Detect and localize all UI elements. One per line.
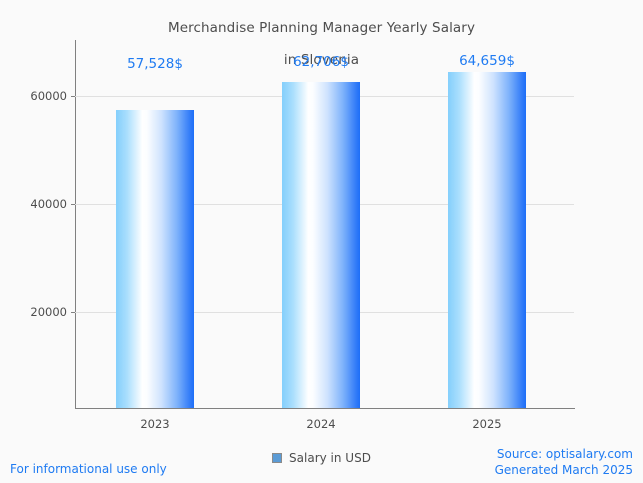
x-axis-line (75, 408, 575, 409)
x-tick-label-2024: 2024 (306, 417, 336, 431)
source-text: Source: optisalary.com (496, 447, 633, 461)
legend-swatch-icon (272, 453, 283, 463)
chart-title-line-2: in Slovenia (283, 52, 360, 68)
legend-label-salary: Salary in USD (289, 451, 371, 465)
bar-2024[interactable] (282, 82, 360, 408)
tick-mark-60000 (71, 96, 75, 97)
chart-title: Merchandise Planning Manager Yearly Sala… (0, 4, 643, 84)
y-tick-label-20000: 20000 (30, 305, 67, 319)
tick-mark-20000 (71, 312, 75, 313)
plot-area: 20000 40000 60000 (30, 40, 574, 408)
y-tick-label-40000: 40000 (30, 197, 67, 211)
chart-legend: Salary in USD (0, 452, 643, 464)
bar-2023[interactable] (116, 110, 194, 408)
x-tick-label-2023: 2023 (140, 417, 170, 431)
x-tick-label-2025: 2025 (472, 417, 502, 431)
y-tick-label-60000: 60000 (30, 89, 67, 103)
chart-title-line-1: Merchandise Planning Manager Yearly Sala… (167, 20, 476, 36)
bar-value-2023: 57,528$ (127, 56, 183, 72)
bar-2025[interactable] (448, 72, 526, 408)
bar-value-2024: 62,706$ (293, 54, 349, 70)
source-block: Source: optisalary.com Generated March 2… (495, 447, 633, 478)
y-axis-line (75, 40, 76, 409)
bar-value-2025: 64,659$ (459, 53, 515, 69)
generated-text: Generated March 2025 (494, 462, 633, 477)
tick-mark-40000 (71, 204, 75, 205)
disclaimer-text: For informational use only (10, 462, 167, 476)
